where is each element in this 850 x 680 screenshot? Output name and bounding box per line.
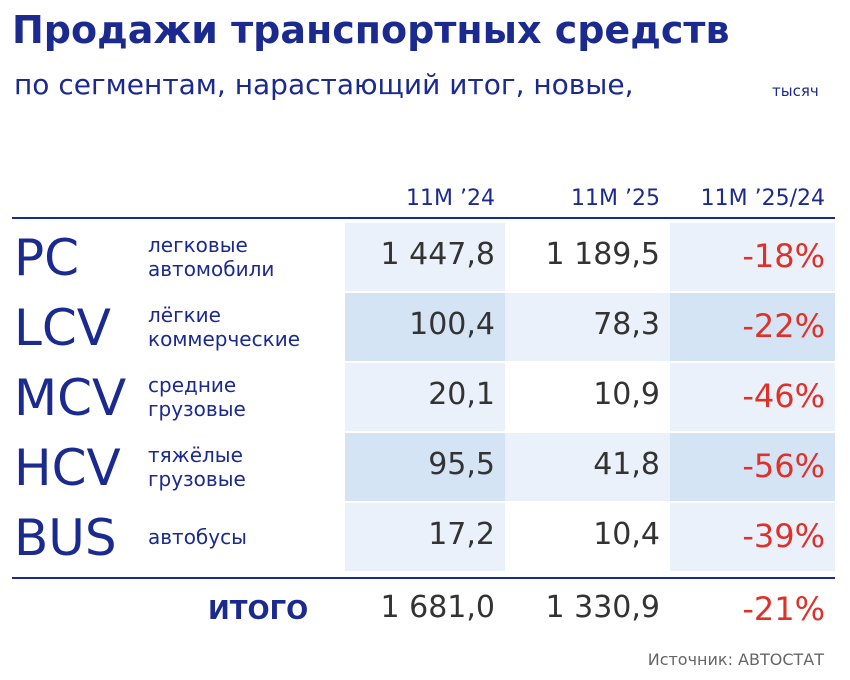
subtitle: по сегментам, нарастающий итог, новые, bbox=[14, 68, 634, 101]
column-header: 11M ’25/24 bbox=[700, 186, 825, 211]
value: 78,3 bbox=[593, 307, 660, 342]
row-label: лёгкие bbox=[148, 303, 221, 327]
cell-bg bbox=[670, 363, 835, 431]
cell-bg bbox=[670, 223, 835, 291]
total-value: 1 681,0 bbox=[380, 590, 495, 625]
row-label: коммерческие bbox=[148, 327, 300, 351]
change: -22% bbox=[742, 307, 825, 345]
rule bbox=[12, 577, 835, 579]
cell-bg bbox=[345, 223, 505, 291]
change: -39% bbox=[742, 517, 825, 555]
cell-bg bbox=[505, 433, 670, 501]
cell-bg bbox=[670, 433, 835, 501]
row-code: LCV bbox=[14, 299, 111, 357]
value: 10,9 bbox=[593, 377, 660, 412]
column-header: 11M ’24 bbox=[406, 186, 495, 211]
row-label: автомобили bbox=[148, 257, 275, 281]
change: -56% bbox=[742, 447, 825, 485]
row-label: грузовые bbox=[148, 397, 246, 421]
total-change: -21% bbox=[742, 590, 825, 628]
row-code: BUS bbox=[14, 509, 117, 567]
value: 100,4 bbox=[409, 307, 495, 342]
row-code: MCV bbox=[14, 369, 127, 427]
row-label: средние bbox=[148, 373, 237, 397]
value: 20,1 bbox=[428, 377, 495, 412]
value: 95,5 bbox=[428, 447, 495, 482]
cell-bg bbox=[345, 363, 505, 431]
change: -18% bbox=[742, 237, 825, 275]
total-label: ИТОГО bbox=[208, 596, 309, 626]
cell-bg bbox=[670, 503, 835, 571]
column-header: 11M ’25 bbox=[571, 186, 660, 211]
change: -46% bbox=[742, 377, 825, 415]
cell-bg bbox=[345, 503, 505, 571]
row-label: грузовые bbox=[148, 467, 246, 491]
value: 10,4 bbox=[593, 517, 660, 552]
value: 17,2 bbox=[428, 517, 495, 552]
cell-bg bbox=[670, 293, 835, 361]
title: Продажи транспортных средств bbox=[12, 8, 730, 52]
cell-bg bbox=[345, 433, 505, 501]
source: Источник: АВТОСТАТ bbox=[647, 650, 824, 669]
cell-bg bbox=[345, 293, 505, 361]
row-label: легковые bbox=[148, 233, 248, 257]
value: 41,8 bbox=[593, 447, 660, 482]
row-label: автобусы bbox=[148, 525, 247, 549]
total-value: 1 330,9 bbox=[545, 590, 660, 625]
cell-bg bbox=[505, 293, 670, 361]
rule bbox=[12, 217, 835, 219]
row-label: тяжёлые bbox=[148, 443, 243, 467]
row-code: HCV bbox=[14, 439, 121, 497]
value: 1 447,8 bbox=[380, 237, 495, 272]
unit: тысяч bbox=[772, 82, 819, 100]
value: 1 189,5 bbox=[545, 237, 660, 272]
row-code: PC bbox=[14, 229, 80, 287]
